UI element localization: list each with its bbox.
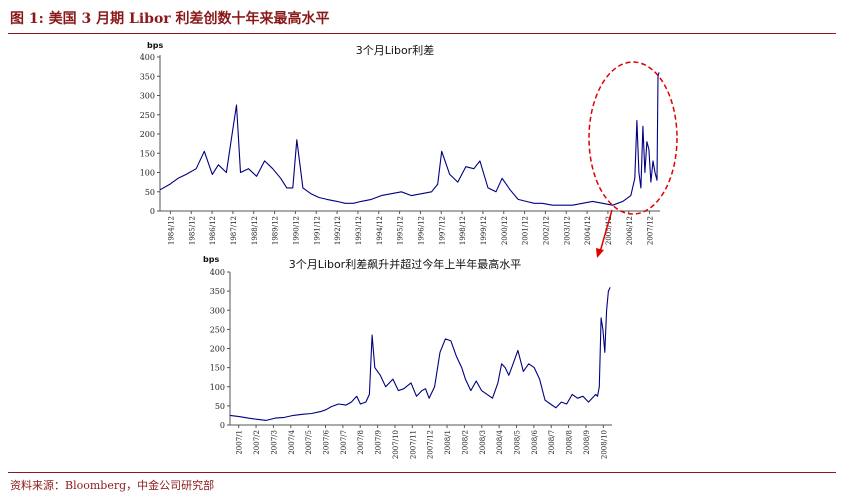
x-tick-label: 1996/12 [417, 216, 425, 245]
x-tick-label: 2008/3 [479, 430, 487, 455]
y-tick-label: 300 [210, 306, 225, 315]
chart-1-y-unit: bps [147, 41, 163, 50]
x-tick-label: 1999/12 [480, 216, 488, 245]
highlight-ellipse [588, 61, 678, 215]
series-line [229, 287, 611, 421]
x-tick-label: 1994/12 [376, 216, 384, 245]
y-tick-label: 0 [220, 421, 225, 430]
x-tick-label: 2005/12 [605, 216, 613, 245]
x-tick-label: 2004/12 [584, 216, 592, 245]
x-tick-label: 1985/12 [188, 216, 196, 245]
y-tick-label: 250 [210, 325, 225, 334]
chart-1: bps 3个月Libor利差 050100150200250300350400 … [140, 41, 678, 258]
y-tick-label: 400 [140, 53, 155, 62]
y-tick-label: 0 [150, 207, 155, 216]
x-tick-label: 2007/5 [305, 430, 313, 455]
y-tick-label: 250 [140, 111, 155, 120]
x-tick-label: 1986/12 [209, 216, 217, 245]
callout-arrow-line [599, 209, 613, 253]
callout-arrow-head [596, 248, 604, 258]
footer-rule [8, 472, 836, 473]
x-tick-label: 2007/1 [236, 430, 244, 455]
x-tick-label: 2007/2 [253, 430, 261, 455]
x-tick-label: 2001/12 [522, 216, 530, 245]
x-tick-label: 2007/8 [357, 430, 365, 455]
x-tick-label: 2008/8 [566, 430, 574, 455]
x-tick-label: 2008/6 [531, 429, 539, 454]
x-tick-label: 2000/12 [501, 216, 509, 245]
x-tick-label: 2007/6 [323, 429, 331, 454]
x-tick-label: 2008/10 [600, 430, 608, 459]
y-tick-label: 350 [210, 287, 225, 296]
y-tick-label: 150 [210, 364, 225, 373]
y-tick-label: 100 [210, 383, 225, 392]
y-tick-label: 300 [140, 92, 155, 101]
x-tick-label: 2008/4 [496, 429, 504, 454]
x-tick-label: 1984/12 [167, 216, 175, 245]
x-tick-label: 2007/12 [647, 216, 655, 245]
x-tick-label: 2008/7 [548, 430, 556, 455]
y-tick-label: 200 [140, 130, 155, 139]
y-tick-label: 150 [140, 149, 155, 158]
x-tick-label: 1988/12 [251, 216, 259, 245]
chart-2-y-unit: bps [203, 255, 219, 264]
title-rule [8, 33, 836, 34]
source-note: 资料来源：Bloomberg，中金公司研究部 [10, 479, 215, 492]
x-tick-label: 1998/12 [459, 216, 467, 245]
chart-2-title: 3个月Libor利差飙升并超过今年上半年最高水平 [289, 257, 521, 271]
x-tick-label: 1989/12 [272, 216, 280, 245]
x-tick-label: 2007/3 [270, 430, 278, 455]
x-tick-label: 1990/12 [292, 216, 300, 245]
x-tick-label: 2006/12 [626, 216, 634, 245]
chart-2: bps 3个月Libor利差飙升并超过今年上半年最高水平 0 50 100 150 20… [203, 255, 612, 459]
x-tick-label: 2008/2 [461, 430, 469, 455]
x-tick-label: 2007/12 [427, 430, 435, 459]
x-tick-label: 1997/12 [438, 216, 446, 245]
x-tick-label: 2007/9 [375, 430, 383, 455]
x-tick-label: 1987/12 [230, 216, 238, 245]
y-tick-label: 50 [145, 188, 155, 197]
x-tick-label: 1995/12 [397, 216, 405, 245]
x-tick-label: 1993/12 [355, 216, 363, 245]
x-tick-label: 1991/12 [313, 216, 321, 245]
x-tick-label: 2008/5 [514, 430, 522, 455]
x-tick-label: 2008/9 [583, 430, 591, 455]
y-tick-label: 100 [140, 169, 155, 178]
x-tick-label: 2003/12 [563, 216, 571, 245]
x-tick-label: 1992/12 [334, 216, 342, 245]
x-tick-label: 2007/11 [409, 430, 417, 459]
x-tick-label: 2007/7 [340, 430, 348, 455]
y-tick-label: 50 [215, 402, 225, 411]
y-tick-label: 400 [210, 268, 225, 277]
y-tick-label: 200 [210, 345, 225, 354]
x-tick-label: 2007/4 [288, 429, 296, 454]
y-tick-label: 350 [140, 72, 155, 81]
chart-1-title: 3个月Libor利差 [356, 43, 434, 57]
x-tick-label: 2008/1 [444, 430, 452, 455]
x-tick-label: 2007/10 [392, 430, 400, 459]
series-line [159, 72, 660, 206]
x-tick-label: 2002/12 [542, 216, 550, 245]
figure-title: 图 1: 美国 3 月期 Libor 利差创数十年来最高水平 [10, 11, 330, 27]
